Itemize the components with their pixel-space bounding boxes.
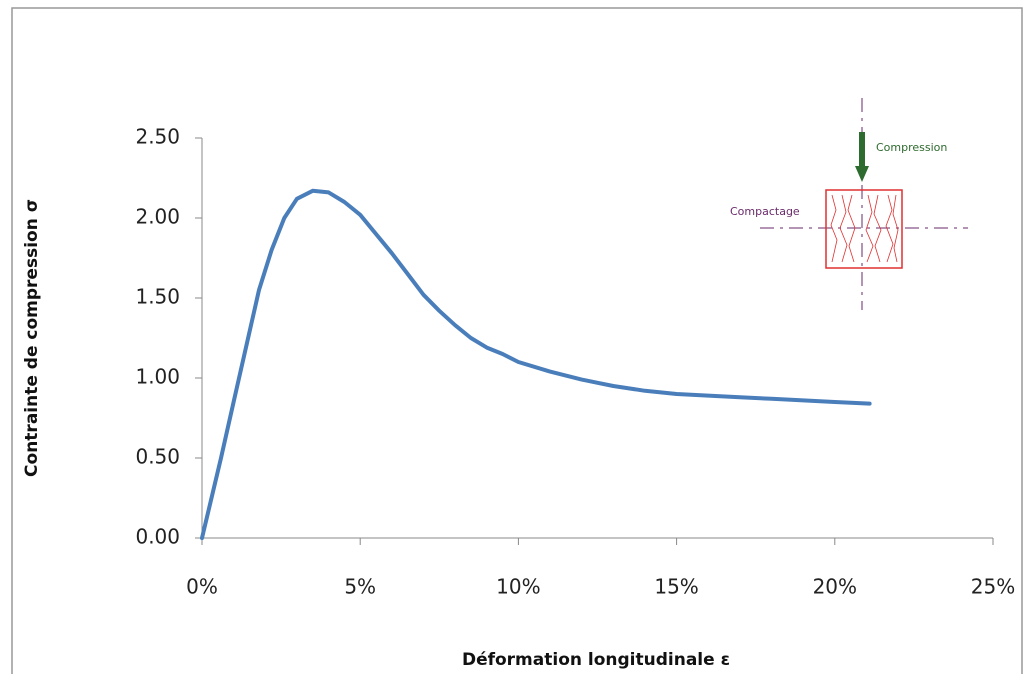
x-tick-label: 10% (496, 575, 540, 599)
y-tick-label: 1.00 (135, 365, 180, 389)
x-tick-label: 25% (971, 575, 1015, 599)
x-tick-label: 15% (654, 575, 698, 599)
y-tick-label: 1.50 (135, 285, 180, 309)
y-axis-title: Contrainte de compression σ (22, 199, 42, 477)
x-axis-title: Déformation longitudinale ε (462, 650, 730, 670)
chart-border (11, 7, 1023, 674)
inset-diagram (760, 98, 968, 310)
y-tick-label: 2.00 (135, 205, 180, 229)
annotation: Compression (876, 141, 947, 154)
y-tick-label: 0.00 (135, 525, 180, 549)
x-tick-label: 20% (813, 575, 857, 599)
x-tick-label: 0% (186, 575, 218, 599)
y-tick-label: 2.50 (135, 125, 180, 149)
x-tick-label: 5% (344, 575, 376, 599)
data-line (200, 188, 872, 540)
y-tick-label: 0.50 (135, 445, 180, 469)
annotation: Compactage (730, 205, 800, 218)
